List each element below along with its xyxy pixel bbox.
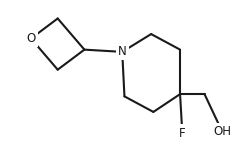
- Text: OH: OH: [213, 125, 231, 138]
- Text: O: O: [26, 32, 36, 45]
- Text: N: N: [118, 45, 126, 58]
- Text: F: F: [179, 127, 186, 140]
